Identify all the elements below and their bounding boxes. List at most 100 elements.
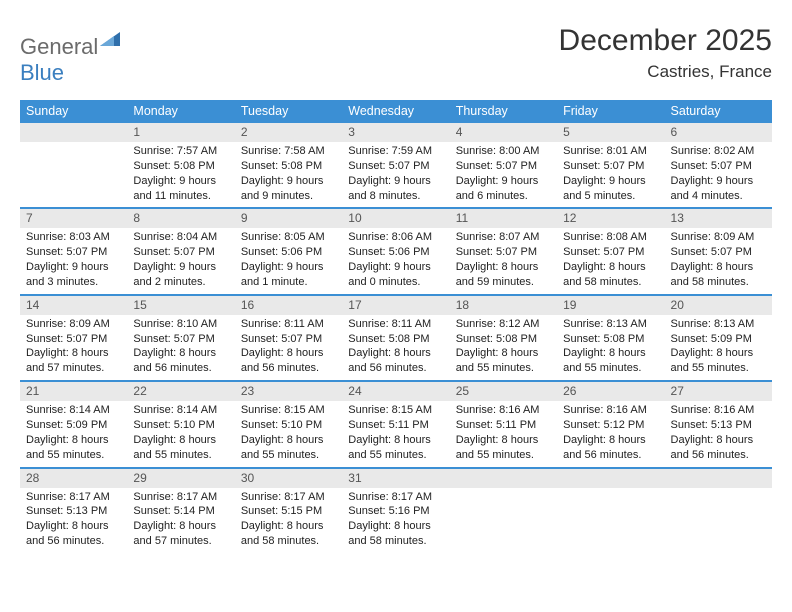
day-details: Sunrise: 8:07 AMSunset: 5:07 PMDaylight:… (450, 228, 557, 293)
sunset-text: Sunset: 5:07 PM (133, 245, 228, 260)
day-details: Sunrise: 8:12 AMSunset: 5:08 PMDaylight:… (450, 315, 557, 380)
day-number (665, 469, 772, 488)
calendar-day-cell: 18Sunrise: 8:12 AMSunset: 5:08 PMDayligh… (450, 295, 557, 381)
day-number: 16 (235, 296, 342, 315)
day-number: 19 (557, 296, 664, 315)
sunrise-text: Sunrise: 8:17 AM (133, 490, 228, 505)
sunrise-text: Sunrise: 8:13 AM (563, 317, 658, 332)
calendar-day-cell: 1Sunrise: 7:57 AMSunset: 5:08 PMDaylight… (127, 123, 234, 208)
day-details: Sunrise: 8:15 AMSunset: 5:11 PMDaylight:… (342, 401, 449, 466)
sunset-text: Sunset: 5:11 PM (348, 418, 443, 433)
title-block: December 2025 Castries, France (559, 24, 772, 82)
day-number: 18 (450, 296, 557, 315)
sunset-text: Sunset: 5:07 PM (456, 159, 551, 174)
sunset-text: Sunset: 5:13 PM (26, 504, 121, 519)
day-number: 8 (127, 209, 234, 228)
day-number: 25 (450, 382, 557, 401)
day-details: Sunrise: 7:57 AMSunset: 5:08 PMDaylight:… (127, 142, 234, 207)
header: GeneralBlue December 2025 Castries, Fran… (20, 24, 772, 86)
calendar-day-cell: 17Sunrise: 8:11 AMSunset: 5:08 PMDayligh… (342, 295, 449, 381)
sunrise-text: Sunrise: 8:09 AM (26, 317, 121, 332)
daylight-text: Daylight: 8 hours and 59 minutes. (456, 260, 551, 290)
day-details: Sunrise: 8:17 AMSunset: 5:16 PMDaylight:… (342, 488, 449, 553)
calendar-empty-cell (20, 123, 127, 208)
calendar-day-cell: 23Sunrise: 8:15 AMSunset: 5:10 PMDayligh… (235, 381, 342, 467)
calendar-day-cell: 8Sunrise: 8:04 AMSunset: 5:07 PMDaylight… (127, 208, 234, 294)
calendar-day-cell: 7Sunrise: 8:03 AMSunset: 5:07 PMDaylight… (20, 208, 127, 294)
calendar-week-row: 1Sunrise: 7:57 AMSunset: 5:08 PMDaylight… (20, 123, 772, 208)
calendar-day-cell: 14Sunrise: 8:09 AMSunset: 5:07 PMDayligh… (20, 295, 127, 381)
calendar-day-cell: 19Sunrise: 8:13 AMSunset: 5:08 PMDayligh… (557, 295, 664, 381)
weekday-header: Saturday (665, 100, 772, 123)
sunset-text: Sunset: 5:12 PM (563, 418, 658, 433)
daylight-text: Daylight: 9 hours and 0 minutes. (348, 260, 443, 290)
day-details: Sunrise: 8:11 AMSunset: 5:08 PMDaylight:… (342, 315, 449, 380)
sunset-text: Sunset: 5:07 PM (26, 245, 121, 260)
sunrise-text: Sunrise: 8:06 AM (348, 230, 443, 245)
day-details: Sunrise: 8:01 AMSunset: 5:07 PMDaylight:… (557, 142, 664, 207)
sunset-text: Sunset: 5:07 PM (563, 245, 658, 260)
day-number: 28 (20, 469, 127, 488)
sunset-text: Sunset: 5:16 PM (348, 504, 443, 519)
calendar-day-cell: 6Sunrise: 8:02 AMSunset: 5:07 PMDaylight… (665, 123, 772, 208)
sunrise-text: Sunrise: 8:15 AM (241, 403, 336, 418)
day-number: 30 (235, 469, 342, 488)
calendar-day-cell: 9Sunrise: 8:05 AMSunset: 5:06 PMDaylight… (235, 208, 342, 294)
day-number: 6 (665, 123, 772, 142)
logo-mark-wrap (98, 34, 120, 59)
calendar-day-cell: 15Sunrise: 8:10 AMSunset: 5:07 PMDayligh… (127, 295, 234, 381)
sunrise-text: Sunrise: 7:59 AM (348, 144, 443, 159)
calendar-day-cell: 11Sunrise: 8:07 AMSunset: 5:07 PMDayligh… (450, 208, 557, 294)
calendar-week-row: 21Sunrise: 8:14 AMSunset: 5:09 PMDayligh… (20, 381, 772, 467)
sunrise-text: Sunrise: 8:17 AM (241, 490, 336, 505)
sunrise-text: Sunrise: 8:17 AM (348, 490, 443, 505)
day-details: Sunrise: 8:14 AMSunset: 5:09 PMDaylight:… (20, 401, 127, 466)
day-number (557, 469, 664, 488)
sunrise-text: Sunrise: 8:13 AM (671, 317, 766, 332)
sunrise-text: Sunrise: 8:12 AM (456, 317, 551, 332)
sunrise-text: Sunrise: 8:16 AM (456, 403, 551, 418)
calendar-day-cell: 26Sunrise: 8:16 AMSunset: 5:12 PMDayligh… (557, 381, 664, 467)
day-number: 2 (235, 123, 342, 142)
day-details: Sunrise: 8:17 AMSunset: 5:13 PMDaylight:… (20, 488, 127, 553)
calendar-day-cell: 2Sunrise: 7:58 AMSunset: 5:08 PMDaylight… (235, 123, 342, 208)
day-details: Sunrise: 8:16 AMSunset: 5:11 PMDaylight:… (450, 401, 557, 466)
calendar-day-cell: 3Sunrise: 7:59 AMSunset: 5:07 PMDaylight… (342, 123, 449, 208)
day-details: Sunrise: 8:06 AMSunset: 5:06 PMDaylight:… (342, 228, 449, 293)
calendar-week-row: 7Sunrise: 8:03 AMSunset: 5:07 PMDaylight… (20, 208, 772, 294)
calendar-day-cell: 20Sunrise: 8:13 AMSunset: 5:09 PMDayligh… (665, 295, 772, 381)
daylight-text: Daylight: 8 hours and 58 minutes. (241, 519, 336, 549)
sunset-text: Sunset: 5:08 PM (133, 159, 228, 174)
sunrise-text: Sunrise: 8:11 AM (348, 317, 443, 332)
day-number: 12 (557, 209, 664, 228)
calendar-body: 1Sunrise: 7:57 AMSunset: 5:08 PMDaylight… (20, 123, 772, 553)
sunrise-text: Sunrise: 7:58 AM (241, 144, 336, 159)
daylight-text: Daylight: 8 hours and 57 minutes. (133, 519, 228, 549)
sunrise-text: Sunrise: 8:03 AM (26, 230, 121, 245)
calendar-empty-cell (557, 468, 664, 553)
page-title: December 2025 (559, 24, 772, 58)
calendar-day-cell: 29Sunrise: 8:17 AMSunset: 5:14 PMDayligh… (127, 468, 234, 553)
sunset-text: Sunset: 5:08 PM (456, 332, 551, 347)
calendar-week-row: 14Sunrise: 8:09 AMSunset: 5:07 PMDayligh… (20, 295, 772, 381)
sunset-text: Sunset: 5:07 PM (563, 159, 658, 174)
day-number: 17 (342, 296, 449, 315)
daylight-text: Daylight: 8 hours and 55 minutes. (241, 433, 336, 463)
calendar-week-row: 28Sunrise: 8:17 AMSunset: 5:13 PMDayligh… (20, 468, 772, 553)
day-number: 14 (20, 296, 127, 315)
day-number: 9 (235, 209, 342, 228)
day-details: Sunrise: 8:09 AMSunset: 5:07 PMDaylight:… (665, 228, 772, 293)
calendar-day-cell: 13Sunrise: 8:09 AMSunset: 5:07 PMDayligh… (665, 208, 772, 294)
sunset-text: Sunset: 5:08 PM (563, 332, 658, 347)
daylight-text: Daylight: 8 hours and 55 minutes. (348, 433, 443, 463)
sunset-text: Sunset: 5:09 PM (671, 332, 766, 347)
sunrise-text: Sunrise: 8:10 AM (133, 317, 228, 332)
day-details: Sunrise: 8:16 AMSunset: 5:12 PMDaylight:… (557, 401, 664, 466)
day-number: 10 (342, 209, 449, 228)
calendar-table: SundayMondayTuesdayWednesdayThursdayFrid… (20, 100, 772, 553)
sunset-text: Sunset: 5:07 PM (671, 245, 766, 260)
sunset-text: Sunset: 5:06 PM (348, 245, 443, 260)
sunset-text: Sunset: 5:07 PM (456, 245, 551, 260)
sunset-text: Sunset: 5:15 PM (241, 504, 336, 519)
weekday-header: Friday (557, 100, 664, 123)
